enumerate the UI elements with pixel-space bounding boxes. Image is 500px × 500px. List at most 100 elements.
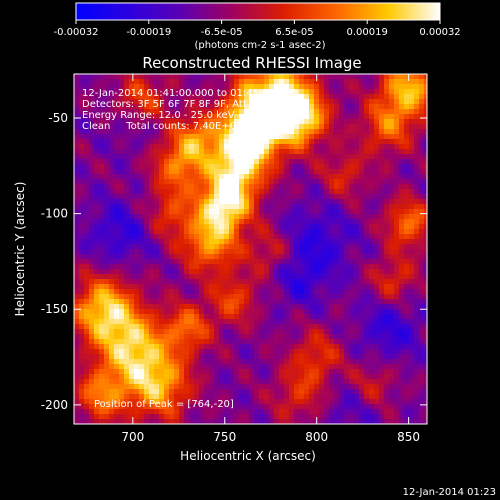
heatmap-cell	[144, 229, 150, 235]
heatmap-cell	[359, 184, 365, 190]
heatmap-cell	[309, 159, 315, 165]
heatmap-cell	[419, 229, 425, 235]
heatmap-cell	[134, 299, 140, 305]
heatmap-cell	[169, 109, 175, 115]
heatmap-cell	[99, 294, 105, 300]
heatmap-cell	[264, 259, 270, 265]
heatmap-cell	[244, 409, 250, 415]
heatmap-cell	[84, 309, 90, 315]
heatmap-cell	[134, 314, 140, 320]
heatmap-cell	[214, 99, 220, 105]
heatmap-cell	[204, 79, 210, 85]
heatmap-cell	[144, 174, 150, 180]
heatmap-cell	[164, 194, 170, 200]
heatmap-cell	[269, 249, 275, 255]
heatmap-cell	[409, 374, 415, 380]
heatmap-cell	[409, 209, 415, 215]
heatmap-cell	[289, 354, 295, 360]
heatmap-cell	[89, 364, 95, 370]
heatmap-cell	[154, 379, 160, 385]
heatmap-cell	[359, 254, 365, 260]
heatmap-cell	[334, 349, 340, 355]
heatmap-cell	[264, 129, 270, 135]
heatmap-cell	[309, 339, 315, 345]
heatmap-cell	[419, 154, 425, 160]
heatmap-cell	[399, 249, 405, 255]
heatmap-cell	[244, 164, 250, 170]
heatmap-cell	[414, 154, 420, 160]
heatmap-cell	[124, 209, 130, 215]
heatmap-cell	[344, 304, 350, 310]
heatmap-cell	[319, 219, 325, 225]
heatmap-cell	[154, 284, 160, 290]
heatmap-cell	[209, 319, 215, 325]
heatmap-cell	[219, 229, 225, 235]
heatmap-cell	[239, 149, 245, 155]
heatmap-cell	[79, 389, 85, 395]
heatmap-cell	[264, 79, 270, 85]
heatmap-cell	[209, 159, 215, 165]
heatmap-cell	[124, 319, 130, 325]
heatmap-cell	[149, 334, 155, 340]
heatmap-cell	[324, 224, 330, 230]
heatmap-cell	[169, 114, 175, 120]
heatmap-cell	[289, 329, 295, 335]
heatmap-cell	[79, 154, 85, 160]
heatmap-cell	[384, 204, 390, 210]
heatmap-cell	[194, 94, 200, 100]
heatmap-cell	[354, 374, 360, 380]
heatmap-cell	[249, 184, 255, 190]
heatmap-cell	[339, 354, 345, 360]
heatmap-cell	[144, 204, 150, 210]
heatmap-cell	[299, 89, 305, 95]
heatmap-cell	[129, 224, 135, 230]
heatmap-cell	[359, 239, 365, 245]
heatmap-cell	[184, 114, 190, 120]
heatmap-cell	[314, 249, 320, 255]
heatmap-cell	[129, 274, 135, 280]
heatmap-cell	[304, 224, 310, 230]
heatmap-cell	[344, 294, 350, 300]
heatmap-cell	[354, 159, 360, 165]
heatmap-cell	[139, 344, 145, 350]
heatmap-cell	[204, 159, 210, 165]
heatmap-cell	[384, 174, 390, 180]
heatmap-cell	[124, 74, 130, 80]
heatmap-cell	[214, 144, 220, 150]
heatmap-cell	[329, 419, 335, 424]
heatmap-cell	[94, 404, 100, 410]
heatmap-cell	[174, 244, 180, 250]
heatmap-cell	[129, 84, 135, 90]
heatmap-cell	[114, 99, 120, 105]
heatmap-cell	[224, 94, 230, 100]
heatmap-cell	[254, 109, 260, 115]
heatmap-cell	[404, 274, 410, 280]
heatmap-cell	[234, 409, 240, 415]
heatmap-cell	[104, 289, 110, 295]
heatmap-cell	[239, 99, 245, 105]
heatmap-cell	[99, 119, 105, 125]
heatmap-cell	[249, 194, 255, 200]
heatmap-cell	[374, 254, 380, 260]
heatmap-cell	[104, 94, 110, 100]
heatmap-cell	[399, 344, 405, 350]
heatmap-cell	[99, 244, 105, 250]
heatmap-cell	[189, 94, 195, 100]
heatmap-cell	[214, 359, 220, 365]
heatmap-cell	[424, 354, 427, 360]
heatmap-cell	[324, 329, 330, 335]
heatmap-cell	[329, 309, 335, 315]
heatmap-cell	[334, 164, 340, 170]
heatmap-cell	[99, 164, 105, 170]
heatmap-cell	[194, 74, 200, 80]
heatmap-cell	[294, 119, 300, 125]
heatmap-cell	[319, 214, 325, 220]
heatmap-cell	[344, 139, 350, 145]
heatmap-cell	[164, 419, 170, 424]
heatmap-cell	[379, 209, 385, 215]
heatmap-cell	[249, 79, 255, 85]
heatmap-cell	[204, 214, 210, 220]
heatmap-cell	[109, 319, 115, 325]
heatmap-cell	[189, 124, 195, 130]
heatmap-cell	[259, 99, 265, 105]
